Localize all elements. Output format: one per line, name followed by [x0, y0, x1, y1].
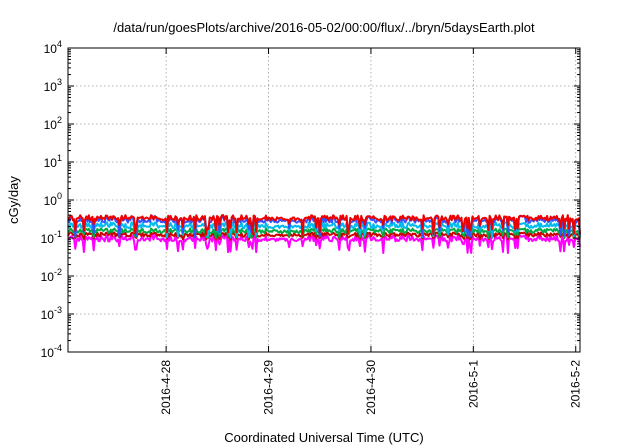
y-tick-label: 10-2 [41, 267, 62, 284]
y-tick-label: 103 [44, 77, 62, 94]
x-tick-label: 2016-5-2 [569, 360, 583, 408]
y-tick-label: 102 [44, 115, 62, 132]
y-tick-label: 10-3 [41, 305, 62, 322]
data-series-line [67, 227, 581, 239]
data-series-line [67, 214, 581, 236]
x-tick-label: 2016-4-30 [364, 360, 378, 415]
y-tick-label: 100 [44, 191, 62, 208]
y-tick-label: 104 [44, 39, 62, 56]
data-series-line [67, 221, 581, 239]
y-tick-label: 10-4 [41, 343, 62, 360]
data-series-line [67, 234, 581, 254]
data-series-group [67, 214, 581, 254]
x-tick-label: 2016-5-1 [466, 360, 480, 408]
x-axis: 2016-4-28 2016-4-29 2016-4-30 2016-5-1 2016-… [159, 48, 583, 415]
y-axis: 10-4 10-3 10-2 10-1 100 101 102 103 104 [41, 39, 580, 360]
grid [68, 48, 580, 352]
y-axis-label: cGy/day [6, 176, 21, 224]
y-tick-label: 101 [44, 153, 62, 170]
chart-title: /data/run/goesPlots/archive/2016-05-02/0… [113, 20, 535, 35]
data-series-line [67, 231, 581, 241]
x-tick-label: 2016-4-28 [159, 360, 173, 415]
y-tick-label: 10-1 [41, 229, 62, 246]
x-tick-label: 2016-4-29 [262, 360, 276, 415]
x-axis-label: Coordinated Universal Time (UTC) [224, 430, 423, 445]
